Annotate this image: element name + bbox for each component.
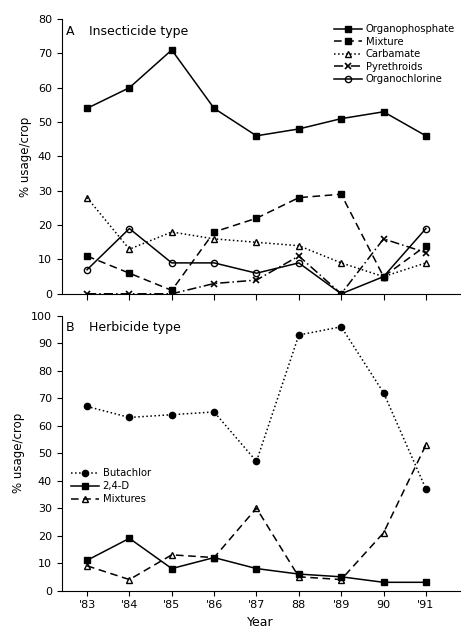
Pyrethroids (84, 290, 90, 298)
Text: Herbicide type: Herbicide type (90, 321, 181, 334)
Carbamate (338, 259, 344, 267)
Organophosphate (423, 132, 429, 140)
Butachlor (338, 323, 344, 331)
Butachlor (296, 331, 301, 339)
Legend: Butachlor, 2,4-D, Mixtures: Butachlor, 2,4-D, Mixtures (67, 464, 155, 508)
Organophosphate (127, 84, 132, 91)
Mixture (381, 273, 386, 281)
Organochlorine (169, 259, 174, 267)
Line: Pyrethroids: Pyrethroids (83, 236, 429, 297)
Organochlorine (127, 225, 132, 232)
Carbamate (296, 242, 301, 250)
Line: Organochlorine: Organochlorine (84, 225, 429, 297)
Mixtures (127, 576, 132, 584)
Mixtures (423, 441, 429, 449)
Organochlorine (338, 290, 344, 298)
Pyrethroids (381, 235, 386, 243)
Carbamate (211, 235, 217, 243)
Y-axis label: % usage/crop: % usage/crop (12, 413, 25, 493)
2,4-D (423, 578, 429, 586)
Mixtures (211, 554, 217, 561)
Butachlor (254, 458, 259, 465)
Organochlorine (423, 225, 429, 232)
Mixture (169, 286, 174, 294)
Mixtures (254, 504, 259, 512)
Mixture (338, 190, 344, 198)
2,4-D (84, 556, 90, 564)
Organophosphate (84, 105, 90, 112)
Organochlorine (211, 259, 217, 267)
Organophosphate (296, 125, 301, 133)
Carbamate (84, 194, 90, 201)
2,4-D (254, 565, 259, 572)
Mixture (296, 194, 301, 201)
Butachlor (423, 485, 429, 493)
2,4-D (211, 554, 217, 561)
Organophosphate (338, 115, 344, 123)
Mixture (84, 252, 90, 260)
2,4-D (296, 570, 301, 578)
Line: Organophosphate: Organophosphate (84, 47, 429, 139)
2,4-D (127, 535, 132, 542)
Organochlorine (254, 269, 259, 277)
Pyrethroids (423, 249, 429, 257)
2,4-D (169, 565, 174, 572)
Organochlorine (84, 266, 90, 274)
Butachlor (84, 403, 90, 410)
Mixtures (381, 529, 386, 537)
Pyrethroids (169, 290, 174, 298)
X-axis label: Year: Year (247, 616, 274, 629)
Pyrethroids (338, 290, 344, 298)
Mixture (211, 228, 217, 236)
Carbamate (169, 228, 174, 236)
Organophosphate (169, 46, 174, 54)
Mixture (423, 242, 429, 250)
Carbamate (423, 259, 429, 267)
Line: Mixtures: Mixtures (84, 442, 429, 583)
Mixtures (338, 576, 344, 584)
Mixture (127, 269, 132, 277)
Text: Insecticide type: Insecticide type (90, 25, 189, 37)
Mixture (254, 215, 259, 222)
Mixtures (169, 551, 174, 559)
Legend: Organophosphate, Mixture, Carbamate, Pyrethroids, Organochlorine: Organophosphate, Mixture, Carbamate, Pyr… (329, 20, 459, 88)
Butachlor (169, 411, 174, 418)
Text: B: B (65, 321, 74, 334)
Organochlorine (296, 259, 301, 267)
Mixtures (84, 562, 90, 570)
Pyrethroids (211, 279, 217, 287)
2,4-D (381, 578, 386, 586)
Carbamate (381, 273, 386, 281)
Organophosphate (254, 132, 259, 140)
Text: A: A (65, 25, 74, 37)
Butachlor (127, 413, 132, 421)
Line: Carbamate: Carbamate (84, 194, 429, 280)
Butachlor (211, 408, 217, 416)
Pyrethroids (296, 252, 301, 260)
Y-axis label: % usage/crop: % usage/crop (19, 116, 32, 197)
2,4-D (338, 573, 344, 580)
Organophosphate (381, 108, 386, 116)
Organochlorine (381, 273, 386, 281)
Pyrethroids (127, 290, 132, 298)
Line: 2,4-D: 2,4-D (84, 535, 429, 585)
Pyrethroids (254, 276, 259, 284)
Line: Mixture: Mixture (84, 191, 429, 293)
Mixtures (296, 573, 301, 580)
Carbamate (254, 239, 259, 246)
Carbamate (127, 245, 132, 253)
Butachlor (381, 389, 386, 396)
Organophosphate (211, 105, 217, 112)
Line: Butachlor: Butachlor (84, 324, 429, 492)
